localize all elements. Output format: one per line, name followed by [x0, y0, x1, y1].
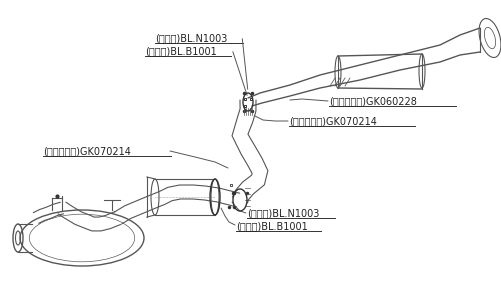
Text: (ナット)BL.N1003: (ナット)BL.N1003 — [155, 33, 227, 43]
Text: (ボルト)BL.B1001: (ボルト)BL.B1001 — [236, 221, 308, 231]
Text: (ナット)BL.N1003: (ナット)BL.N1003 — [247, 208, 319, 218]
Text: (ガスケット)GK070214: (ガスケット)GK070214 — [289, 116, 377, 126]
Text: (ガスケット)GK060228: (ガスケット)GK060228 — [329, 96, 417, 106]
Text: (ガスケット)GK070214: (ガスケット)GK070214 — [43, 146, 131, 156]
Text: (ボルト)BL.B1001: (ボルト)BL.B1001 — [145, 46, 217, 56]
